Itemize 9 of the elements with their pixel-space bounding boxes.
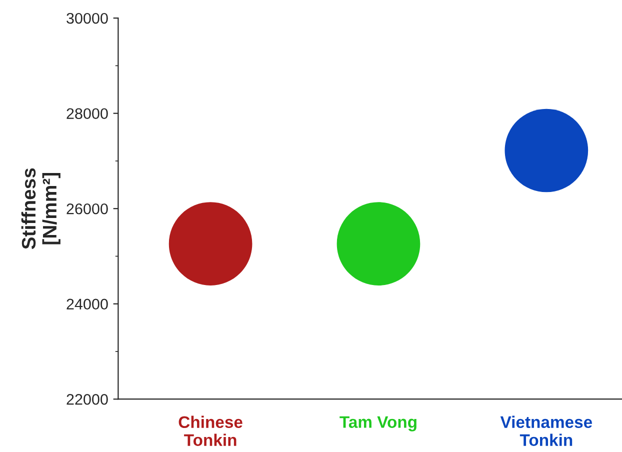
y-axis-title: Stiffness [N/mm²] (21, 168, 60, 250)
y-tick-label: 26000 (66, 203, 108, 214)
x-tick-label: Tam Vong (340, 416, 416, 432)
y-tick-label: 22000 (66, 394, 108, 405)
x-tick-label: Vietnamese Tonkin (500, 416, 592, 446)
y-tick-label: 24000 (66, 298, 108, 310)
y-tick-label: 28000 (66, 108, 108, 120)
x-tick-label: Chinese Tonkin (178, 416, 242, 446)
y-tick-label: 30000 (66, 12, 108, 24)
